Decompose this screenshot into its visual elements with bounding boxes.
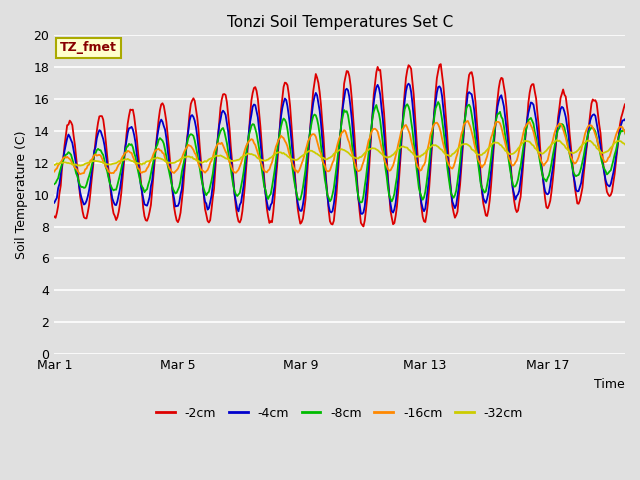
Legend: -2cm, -4cm, -8cm, -16cm, -32cm: -2cm, -4cm, -8cm, -16cm, -32cm bbox=[151, 402, 528, 425]
Title: Tonzi Soil Temperatures Set C: Tonzi Soil Temperatures Set C bbox=[227, 15, 452, 30]
X-axis label: Time: Time bbox=[595, 377, 625, 391]
Text: TZ_fmet: TZ_fmet bbox=[60, 41, 117, 54]
Y-axis label: Soil Temperature (C): Soil Temperature (C) bbox=[15, 131, 28, 259]
